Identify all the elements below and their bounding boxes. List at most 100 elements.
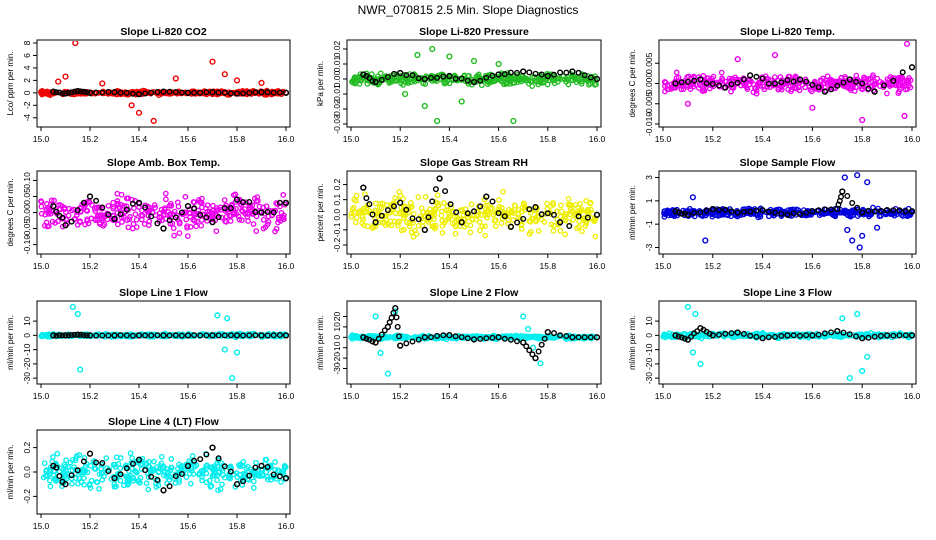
primary-point [859, 116, 866, 124]
primary-point [187, 224, 194, 230]
x-tick-label: 16.0 [904, 261, 921, 271]
y-tick-label: -0.10 [22, 235, 32, 255]
y-tick-label: 4 [22, 65, 32, 70]
reference-point [821, 88, 829, 95]
primary-point [419, 219, 426, 225]
y-tick-label: 0.005 [644, 52, 654, 74]
primary-point [687, 86, 694, 92]
reference-point [99, 204, 106, 211]
reference-point [526, 347, 533, 354]
reference-point [728, 208, 735, 215]
reference-point [495, 210, 502, 217]
primary-point [69, 303, 77, 311]
reference-point [86, 332, 94, 339]
x-tick-label: 15.6 [180, 134, 197, 144]
y-tick-label: 0.0 [22, 466, 32, 478]
primary-point [378, 205, 385, 212]
reference-point [883, 207, 891, 214]
reference-point [381, 327, 388, 334]
reference-point [80, 332, 87, 339]
primary-point [392, 195, 399, 201]
primary-point [518, 226, 525, 232]
reference-point [56, 332, 63, 339]
x-tick-label: 16.0 [904, 391, 921, 401]
primary-point [96, 471, 103, 477]
reference-point [384, 207, 391, 214]
reference-point [369, 77, 376, 84]
reference-point [809, 332, 816, 339]
reference-point [709, 205, 716, 213]
primary-point [372, 216, 378, 222]
primary-point [583, 197, 589, 204]
primary-point [829, 212, 836, 218]
primary-point [132, 211, 139, 218]
y-tick-label: 10 [22, 316, 32, 326]
reference-point [276, 89, 283, 96]
reference-point [160, 88, 167, 95]
x-tick-label: 15.6 [804, 261, 821, 271]
primary-point [191, 463, 198, 470]
reference-point [264, 89, 271, 96]
primary-point [771, 51, 779, 59]
primary-point [872, 78, 878, 85]
reference-point [440, 332, 447, 339]
reference-point [728, 330, 735, 337]
primary-point [278, 479, 284, 485]
primary-point [150, 467, 156, 474]
reference-point [264, 332, 271, 339]
primary-point [418, 205, 425, 212]
reference-point [258, 89, 265, 96]
reference-point [853, 78, 860, 85]
primary-point [110, 204, 117, 210]
reference-point [246, 472, 253, 479]
primary-point [38, 88, 44, 95]
primary-point [87, 485, 94, 491]
reference-point [93, 197, 100, 204]
primary-point [74, 310, 81, 318]
reference-point [538, 211, 545, 218]
x-tick-label: 16.0 [278, 134, 295, 144]
panel-pressure: Slope Li-820 Pressure 15.0 15.2 15.4 15.6 15.… [316, 26, 606, 144]
reference-point [252, 209, 259, 216]
primary-point [265, 219, 272, 225]
reference-point [722, 330, 729, 337]
primary-point [439, 223, 446, 229]
primary-point [446, 53, 453, 60]
reference-point [672, 208, 679, 215]
reference-point [759, 207, 766, 214]
y-axis-label: degrees C per min. [628, 49, 637, 117]
primary-point [408, 229, 415, 236]
primary-point [384, 370, 392, 377]
reference-point [709, 332, 716, 339]
x-tick-label: 15.2 [82, 391, 99, 401]
primary-point [214, 312, 221, 319]
reference-point [442, 188, 449, 195]
primary-point [190, 471, 197, 477]
reference-point [209, 444, 216, 451]
reference-point [458, 334, 465, 341]
primary-point [204, 218, 210, 224]
primary-point [186, 210, 193, 216]
primary-point [818, 77, 824, 84]
primary-point [105, 202, 112, 209]
reference-point [111, 474, 118, 482]
y-tick-label: 0.00 [22, 204, 32, 221]
primary-point [544, 200, 550, 207]
reference-point [815, 207, 822, 214]
primary-point [161, 206, 168, 213]
primary-point [422, 193, 429, 200]
primary-point [44, 473, 51, 479]
primary-point [544, 81, 551, 88]
primary-point [430, 210, 436, 217]
primary-point [170, 225, 177, 232]
reference-point [172, 214, 179, 221]
primary-point [157, 332, 164, 339]
reference-point [890, 207, 897, 214]
x-tick-label: 15.0 [655, 391, 672, 401]
panel-temp: Slope Li-820 Temp. 15.0 15.2 15.4 15.6 15.8 16… [628, 26, 921, 144]
primary-point [138, 207, 145, 214]
x-tick-label: 15.2 [705, 134, 722, 144]
primary-point [557, 213, 564, 220]
primary-point [114, 210, 121, 216]
primary-point [473, 213, 480, 219]
